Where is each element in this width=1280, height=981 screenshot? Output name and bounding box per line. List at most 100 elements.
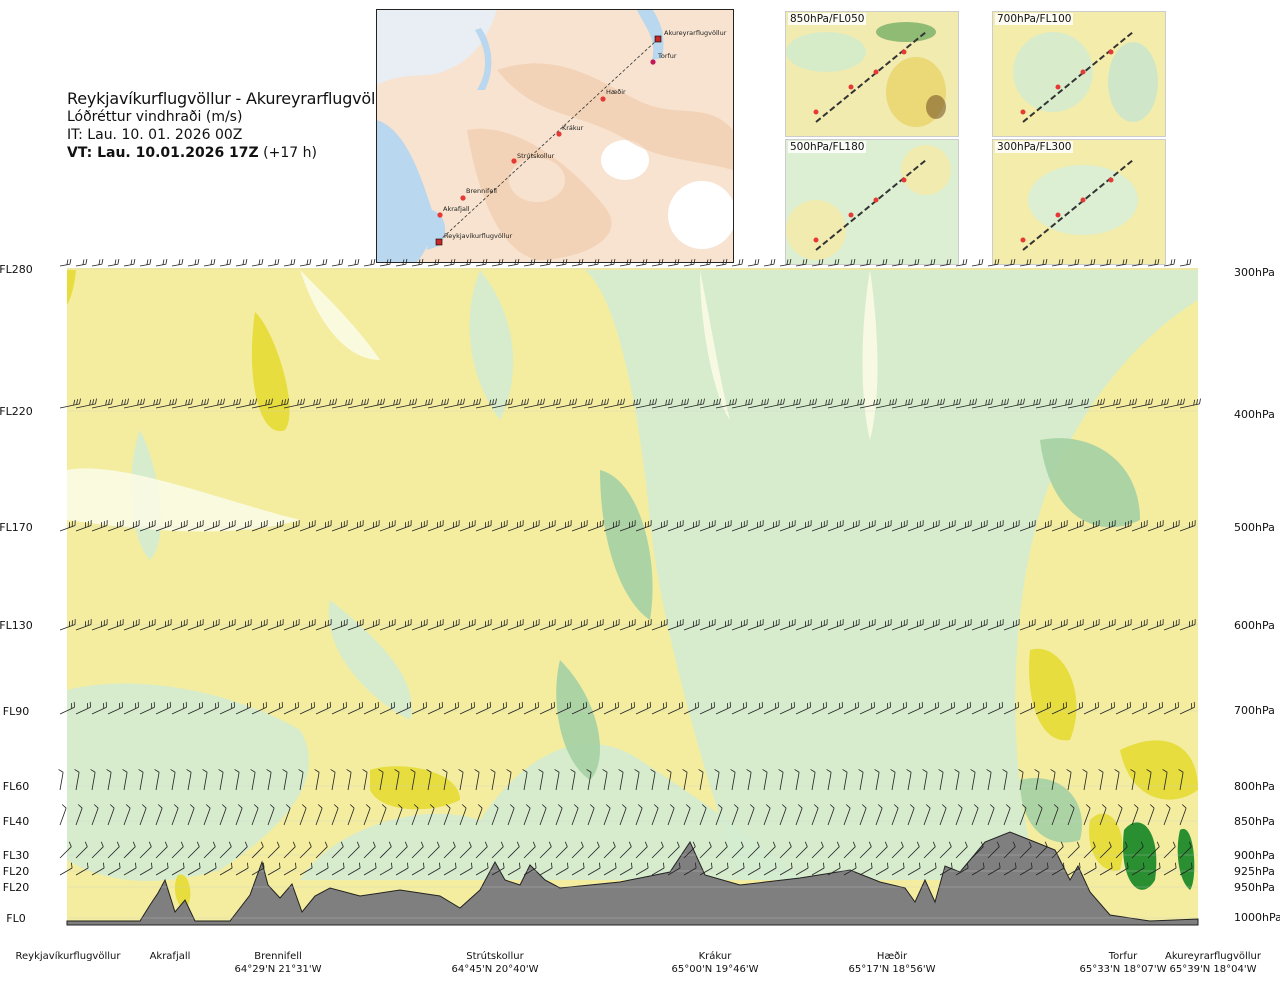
wind-barb: [570, 769, 576, 791]
wind-barb: [715, 258, 728, 267]
wind-barb: [715, 804, 723, 826]
wind-barb: [1099, 862, 1113, 876]
wind-barb: [459, 398, 481, 409]
wind-barb: [874, 769, 880, 791]
wind-barb: [587, 841, 600, 859]
mini-map-300: 300hPa/FL300: [992, 139, 1166, 265]
wind-barb: [635, 701, 651, 715]
wind-barb: [955, 862, 969, 876]
wind-barb: [667, 804, 675, 826]
wind-barb: [507, 398, 529, 409]
wind-barb: [187, 398, 209, 409]
forecast-offset: (+17 h): [263, 145, 317, 161]
wind-barb: [91, 804, 99, 826]
wind-barb: [411, 619, 428, 631]
wind-barb: [938, 769, 944, 791]
wind-barb: [827, 520, 844, 532]
wind-barb: [75, 520, 92, 532]
wind-barb: [683, 841, 696, 859]
wind-barb: [555, 398, 577, 409]
wind-barb: [602, 769, 608, 791]
wind-barb: [971, 862, 985, 876]
wind-barb: [122, 769, 128, 791]
wind-barb: [91, 619, 108, 631]
wind-barb: [523, 398, 545, 409]
wind-barb: [251, 701, 267, 715]
wind-barb: [1179, 258, 1192, 267]
wind-barb: [139, 804, 147, 826]
wind-barb: [267, 862, 281, 876]
flight-level-label: FL0: [6, 912, 25, 925]
wind-barb: [859, 398, 881, 409]
wind-barb: [1019, 862, 1033, 876]
wind-barb: [75, 701, 91, 715]
wind-barb: [171, 701, 187, 715]
init-time: IT: Lau. 10. 01. 2026 00Z: [67, 127, 243, 143]
wind-barb: [251, 520, 268, 532]
wind-barb: [954, 769, 960, 791]
wind-barb: [523, 841, 536, 859]
wind-barb: [139, 520, 156, 532]
wind-barb: [267, 619, 284, 631]
wind-barb: [955, 520, 972, 532]
wind-barb: [411, 258, 424, 267]
wind-barb: [1051, 520, 1068, 532]
wind-barb: [155, 841, 168, 859]
wind-barb: [907, 841, 920, 859]
wind-barb: [1115, 841, 1128, 859]
wind-barb: [507, 258, 520, 267]
wind-barb: [219, 258, 232, 267]
wind-barb: [1083, 862, 1097, 876]
wind-barb: [635, 398, 657, 409]
wind-barb: [218, 769, 224, 791]
wind-barb: [875, 841, 888, 859]
wind-barb: [891, 258, 904, 267]
wind-barb: [619, 862, 633, 876]
wind-barb: [651, 701, 667, 715]
wind-barb: [1019, 619, 1036, 631]
wind-barb: [731, 619, 748, 631]
wind-barb: [74, 769, 80, 791]
wind-barb: [539, 520, 556, 532]
wind-barb: [299, 804, 307, 826]
wind-barb: [858, 769, 864, 791]
wind-barb: [155, 804, 163, 826]
field-region-weak: [67, 468, 300, 532]
wind-barb: [411, 841, 424, 859]
wind-barb: [923, 841, 936, 859]
station-name: Torfur: [1108, 951, 1138, 962]
wind-barb: [1179, 398, 1201, 409]
wind-barb: [363, 398, 385, 409]
wind-barb: [139, 258, 152, 267]
wind-barb: [1179, 520, 1196, 532]
wind-barb: [491, 701, 507, 715]
wind-barb: [986, 769, 992, 791]
wind-barb: [619, 804, 627, 826]
wind-barb: [715, 841, 728, 859]
station-name: Strútskollur: [466, 951, 524, 962]
wind-barb: [59, 862, 73, 876]
wind-barb: [795, 804, 803, 826]
wind-barb: [507, 619, 524, 631]
wind-barb: [619, 619, 636, 631]
wind-barb: [219, 398, 241, 409]
wind-barb: [75, 258, 88, 267]
wind-barb: [123, 841, 136, 859]
wind-barb: [427, 258, 440, 267]
wind-barb: [443, 258, 456, 267]
wind-barb: [763, 520, 780, 532]
wind-barb: [347, 258, 360, 267]
wind-barb: [507, 701, 523, 715]
wind-barb: [187, 619, 204, 631]
wind-barb: [331, 862, 345, 876]
wind-barb: [1067, 398, 1089, 409]
wind-barb: [923, 619, 940, 631]
wind-barb: [538, 769, 544, 791]
wind-barb: [603, 862, 617, 876]
wind-barb: [1131, 619, 1148, 631]
wind-barb: [235, 862, 249, 876]
flight-level-label: FL20: [3, 865, 29, 878]
wind-barb: [763, 619, 780, 631]
wind-barb: [491, 841, 504, 859]
wind-barb: [251, 619, 268, 631]
